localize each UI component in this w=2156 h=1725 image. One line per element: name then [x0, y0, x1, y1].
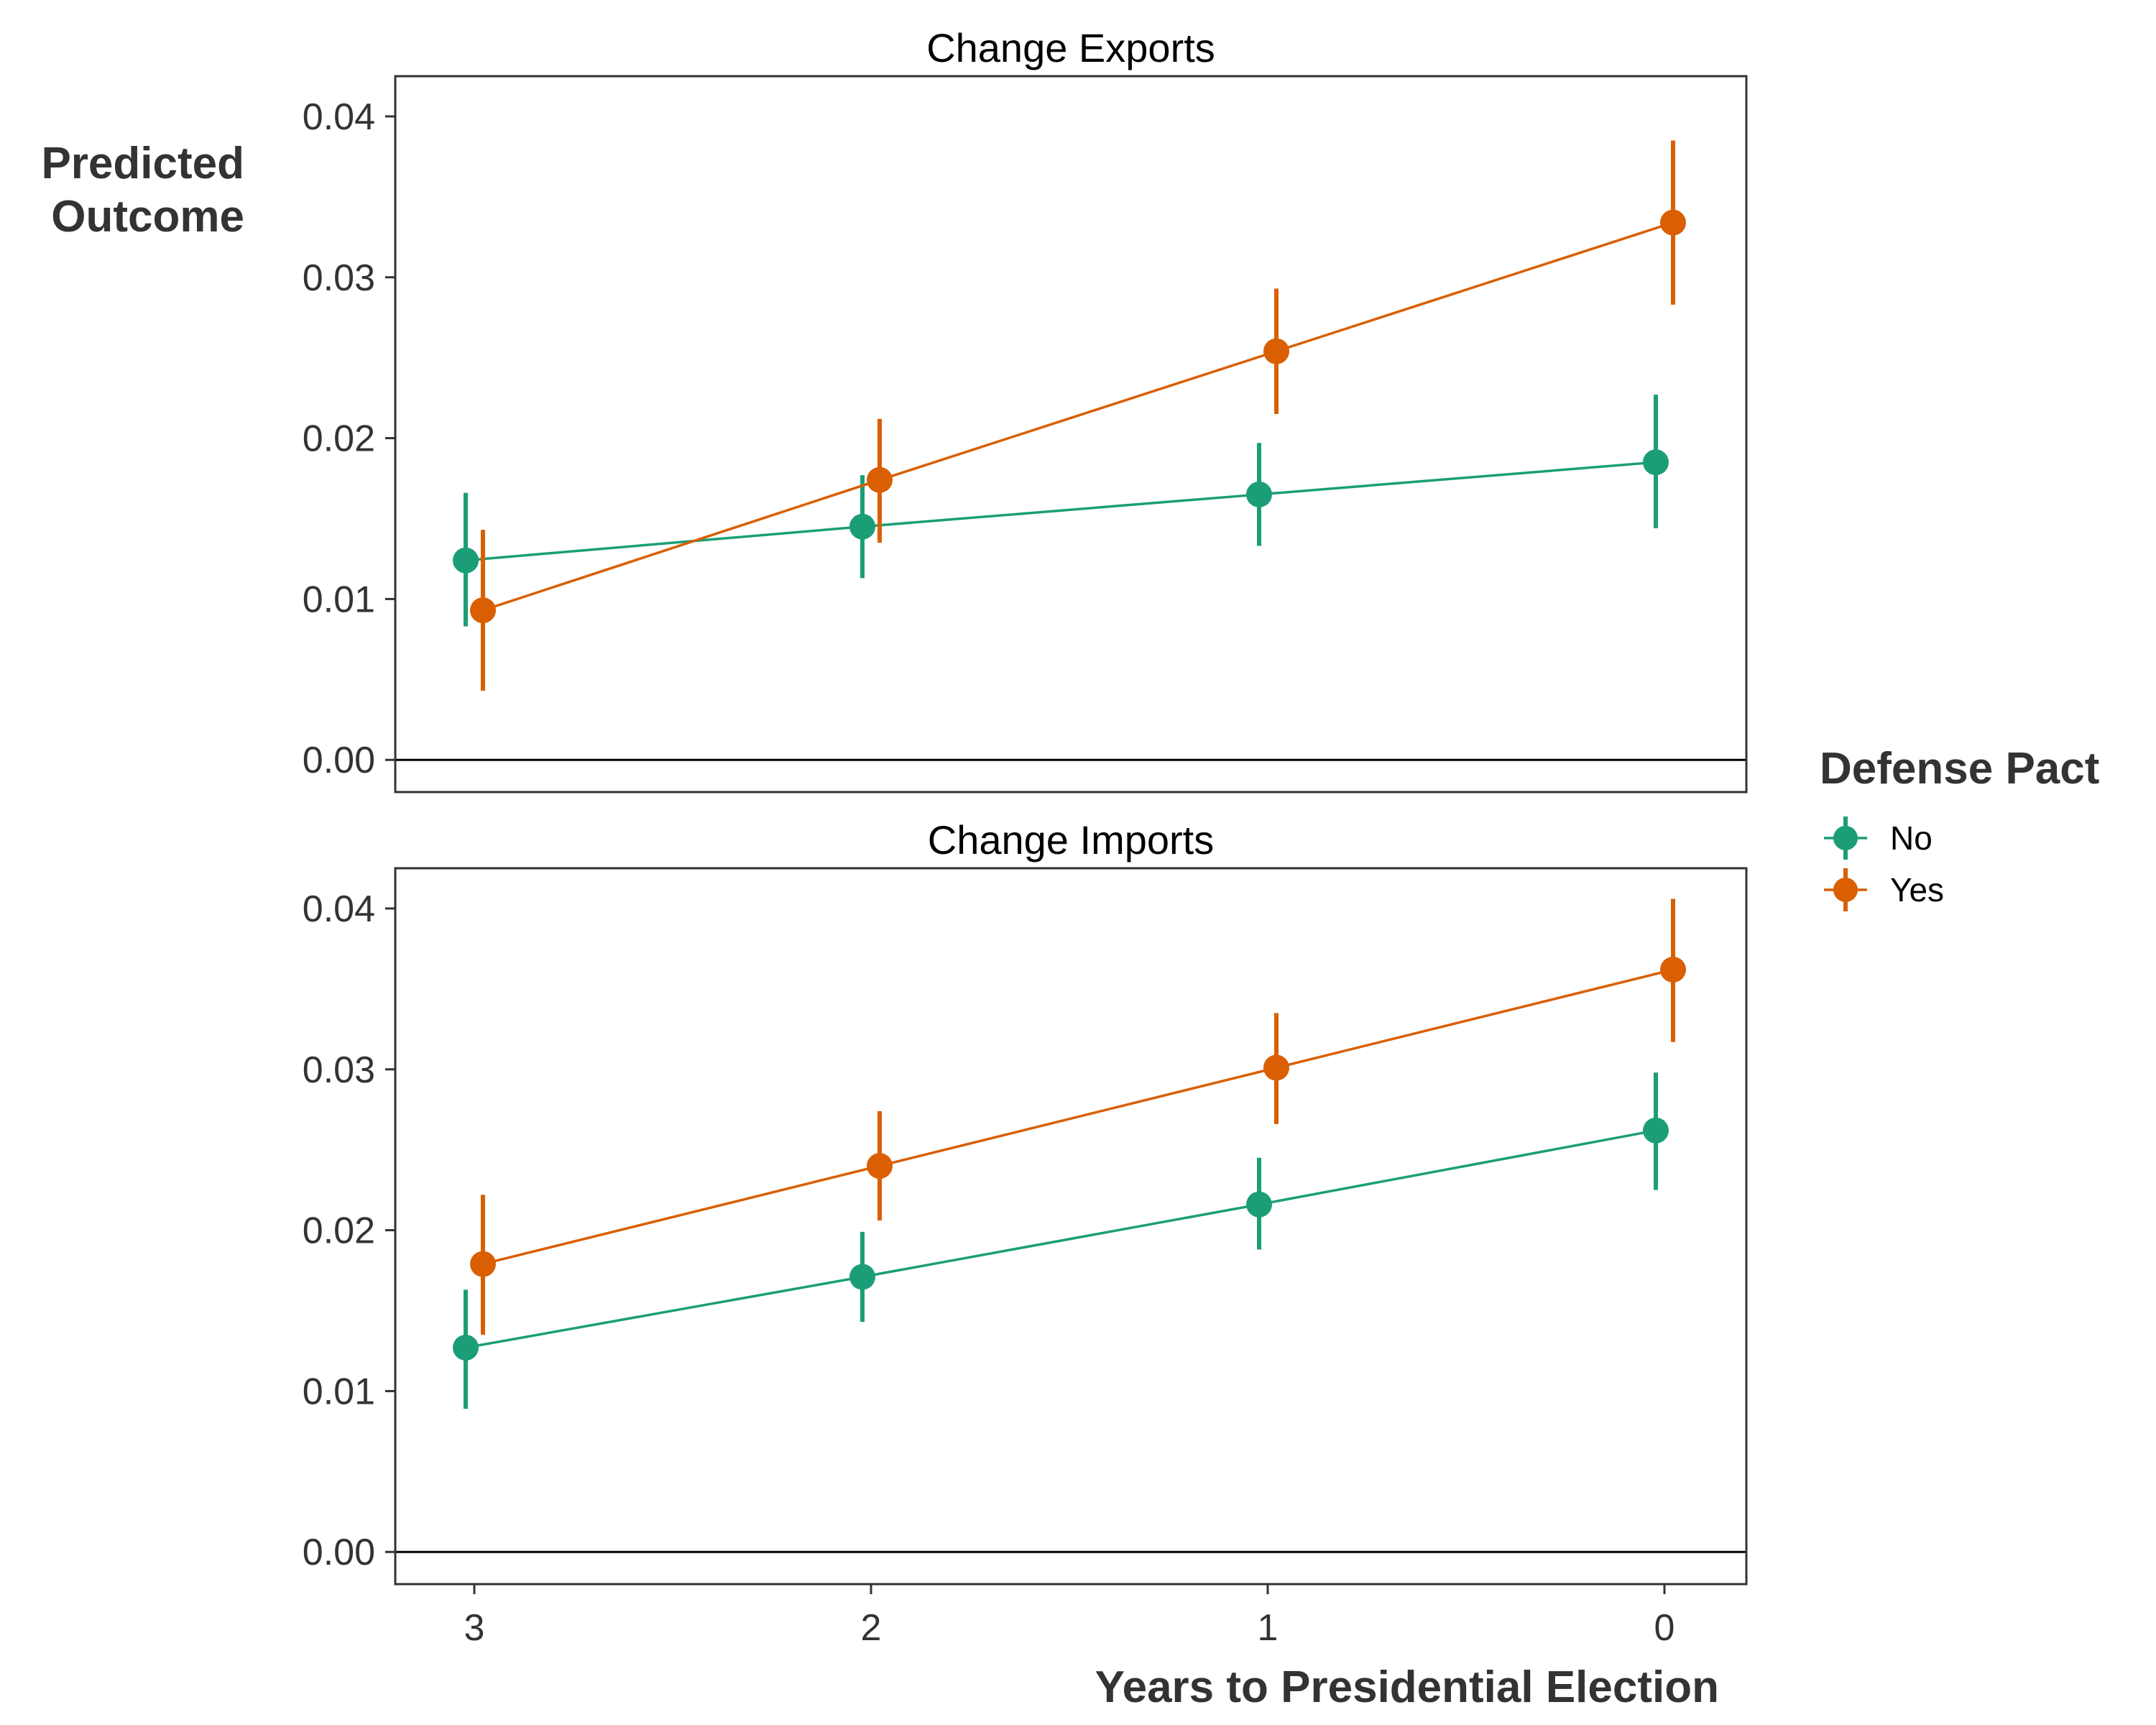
data-point	[867, 466, 893, 493]
x-tick-label: 1	[1258, 1607, 1279, 1649]
series-line	[465, 461, 1657, 562]
panel-0: Change Exports	[395, 25, 1746, 761]
y-tick-label: 0.04	[303, 96, 375, 138]
data-point	[849, 513, 875, 540]
data-point	[453, 1334, 479, 1361]
y-tick-label: 0.01	[303, 579, 375, 620]
legend-title: Defense Pact	[1820, 744, 2099, 794]
y-tick-label: 0.00	[303, 1532, 375, 1573]
data-point	[1660, 957, 1686, 983]
y-tick-label: 0.01	[303, 1371, 375, 1412]
y-tick-label: 0.02	[303, 418, 375, 460]
legend: Defense Pact No Yes	[1820, 744, 2099, 911]
legend-label: No	[1890, 819, 1932, 857]
panel-1: Change Imports	[395, 817, 1746, 1553]
panel-title: Change Exports	[926, 25, 1215, 70]
legend-key-yes: Yes	[1824, 868, 1944, 911]
data-point	[1660, 209, 1686, 236]
y-axis-title-line2: Outcome	[51, 192, 244, 242]
data-point	[1246, 481, 1272, 507]
data-point	[453, 547, 479, 574]
data-point	[470, 1251, 496, 1277]
data-point	[849, 1264, 875, 1290]
series-no	[453, 1072, 1669, 1409]
data-point	[1263, 338, 1289, 364]
data-point	[1643, 1117, 1669, 1144]
y-tick-label: 0.03	[303, 257, 375, 299]
legend-point	[1833, 826, 1858, 850]
data-point	[1246, 1191, 1272, 1218]
data-point	[1643, 449, 1669, 476]
data-point	[867, 1153, 893, 1179]
panel-border	[394, 75, 1748, 794]
series-line	[482, 968, 1674, 1266]
data-point	[1263, 1054, 1289, 1081]
x-axis-title: Years to Presidential Election	[1095, 1662, 1719, 1712]
legend-key-no: No	[1824, 816, 1932, 860]
y-tick-label: 0.03	[303, 1049, 375, 1091]
y-axis-title-line1: Predicted	[41, 139, 244, 188]
y-tick-label: 0.02	[303, 1210, 375, 1252]
x-tick-label: 0	[1654, 1607, 1675, 1649]
series-yes	[470, 140, 1686, 691]
panel-title: Change Imports	[928, 817, 1214, 862]
series-line	[482, 221, 1674, 612]
y-tick-label: 0.04	[303, 888, 375, 930]
series-no	[453, 395, 1669, 627]
x-tick-label: 3	[464, 1607, 485, 1649]
y-tick-label: 0.00	[303, 740, 375, 781]
x-tick-label: 2	[861, 1607, 882, 1649]
series-yes	[470, 898, 1686, 1335]
legend-point	[1833, 878, 1858, 902]
legend-label: Yes	[1890, 871, 1944, 908]
series-line	[465, 1129, 1657, 1349]
data-point	[470, 597, 496, 624]
panel-border	[394, 867, 1748, 1586]
